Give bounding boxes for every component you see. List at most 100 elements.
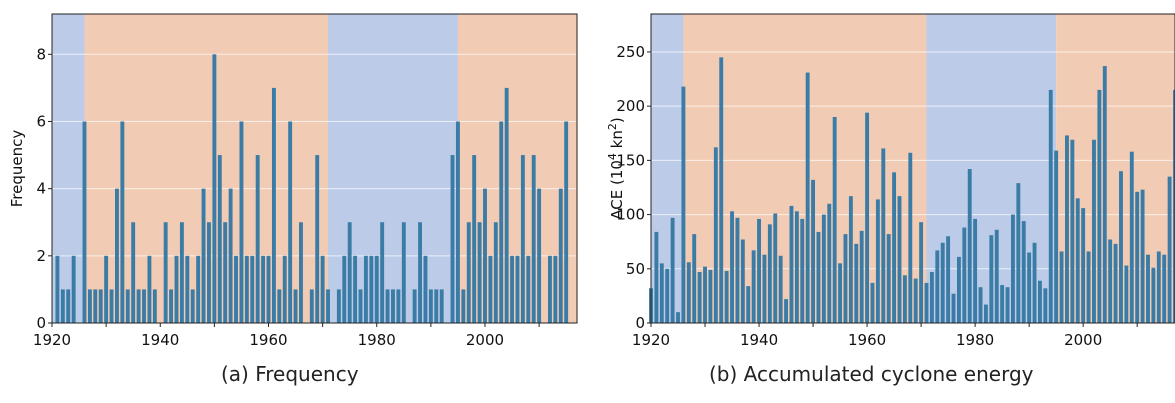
- bar: [794, 211, 799, 323]
- bar: [299, 222, 303, 323]
- bar: [1005, 287, 1010, 323]
- bar: [396, 289, 401, 323]
- bar: [881, 148, 886, 323]
- bar: [104, 255, 109, 323]
- bar: [827, 203, 832, 323]
- bar: [762, 254, 767, 323]
- bar: [223, 222, 228, 323]
- y-tick-label: 4: [36, 180, 46, 198]
- bar: [676, 312, 680, 323]
- bar: [315, 155, 320, 323]
- bar: [515, 255, 520, 323]
- bar: [724, 270, 729, 323]
- y-tick-label: 0: [36, 314, 46, 332]
- y-tick-label: 6: [36, 112, 46, 130]
- bar: [163, 222, 168, 323]
- bar: [261, 255, 266, 323]
- x-tick-label: 1920: [632, 331, 670, 349]
- x-tick-label: 1960: [848, 331, 886, 349]
- bar: [212, 54, 217, 323]
- phase-band-warm: [683, 14, 927, 323]
- x-tick-label: 1940: [740, 331, 778, 349]
- bar: [751, 250, 756, 323]
- bar: [461, 289, 466, 323]
- bar: [1146, 254, 1150, 323]
- y-tick-label: 2: [36, 247, 46, 265]
- bar: [929, 272, 934, 323]
- bar: [336, 289, 341, 323]
- bar: [423, 255, 428, 323]
- bar: [152, 289, 157, 323]
- bar: [109, 289, 114, 323]
- bar: [201, 188, 206, 323]
- bar: [1113, 243, 1118, 323]
- caption-b: (b) Accumulated cyclone energy: [709, 362, 1034, 386]
- y-tick-label: 8: [36, 45, 46, 63]
- caption-a: (a) Frequency: [221, 362, 359, 386]
- bar: [940, 242, 945, 323]
- bar: [228, 188, 233, 323]
- bar: [854, 243, 859, 323]
- y-tick-label: 100: [616, 206, 645, 224]
- bar: [654, 231, 659, 323]
- bar: [477, 222, 482, 323]
- y-tick-label: 200: [616, 97, 645, 115]
- bar: [369, 255, 374, 323]
- bar: [962, 227, 967, 323]
- bar: [1070, 139, 1075, 323]
- bar: [537, 188, 542, 323]
- bar: [697, 272, 702, 323]
- bar: [239, 121, 244, 323]
- bar: [951, 293, 956, 323]
- chart-ace: 0 50 100 150 200 250 1920 1940 1960 1980 2000 ACE (…: [606, 13, 1175, 349]
- bar: [309, 289, 314, 323]
- x-tick-label: 1980: [358, 331, 396, 349]
- bar: [418, 222, 422, 323]
- bar: [483, 188, 487, 323]
- y-tick-label: 50: [626, 260, 645, 278]
- bar: [838, 263, 843, 323]
- bar: [266, 255, 271, 323]
- bar: [1054, 150, 1059, 323]
- bar: [1097, 89, 1102, 323]
- bar: [902, 275, 907, 323]
- bar: [773, 213, 778, 323]
- bar: [978, 287, 983, 323]
- bar: [1059, 251, 1064, 323]
- bar: [60, 289, 65, 323]
- bar: [659, 263, 664, 323]
- bar: [1021, 221, 1026, 323]
- phase-band-warm: [84, 14, 329, 323]
- bar: [401, 222, 406, 323]
- bar: [466, 222, 471, 323]
- bar: [347, 222, 352, 323]
- y-tick-label: 0: [635, 314, 645, 332]
- bar: [892, 172, 897, 323]
- bar: [1124, 265, 1129, 323]
- bar: [703, 266, 707, 323]
- bar: [767, 224, 772, 323]
- bar: [805, 72, 810, 324]
- bar: [142, 289, 146, 323]
- bar: [520, 155, 525, 323]
- bar: [196, 255, 201, 323]
- bar: [450, 155, 455, 323]
- bar: [320, 255, 325, 323]
- bar: [789, 205, 794, 323]
- bar: [913, 278, 918, 323]
- bar: [740, 239, 745, 323]
- bar: [967, 169, 972, 323]
- bar: [250, 255, 255, 323]
- bar: [1016, 183, 1021, 323]
- bar: [234, 255, 238, 323]
- bar: [499, 121, 504, 323]
- bar: [353, 255, 358, 323]
- bar: [746, 286, 751, 323]
- bar: [82, 121, 87, 323]
- bar: [1032, 242, 1037, 323]
- x-tick-label: 2000: [466, 331, 504, 349]
- bar: [510, 255, 514, 323]
- bar: [87, 289, 92, 323]
- bar: [282, 255, 287, 323]
- bar: [434, 289, 439, 323]
